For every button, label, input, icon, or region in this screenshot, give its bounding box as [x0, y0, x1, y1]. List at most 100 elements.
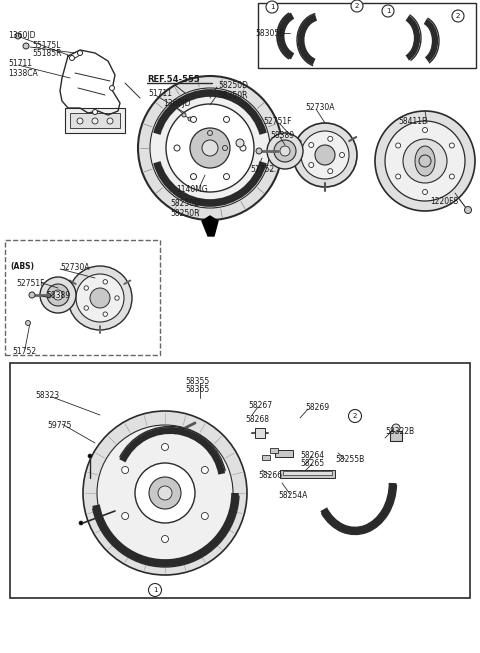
Circle shape: [103, 312, 108, 316]
Text: 58254A: 58254A: [278, 490, 307, 500]
Text: 58322B: 58322B: [385, 426, 414, 436]
Circle shape: [166, 104, 254, 192]
Text: 1360JD: 1360JD: [163, 99, 191, 108]
Text: 1: 1: [386, 8, 390, 14]
Circle shape: [135, 463, 195, 523]
Bar: [258, 3, 476, 68]
Text: 52730A: 52730A: [305, 103, 335, 112]
Text: 58250R: 58250R: [218, 91, 248, 99]
Text: 1: 1: [270, 4, 274, 10]
Text: 58411B: 58411B: [398, 116, 427, 125]
Text: 1220FS: 1220FS: [430, 197, 458, 206]
Circle shape: [190, 128, 230, 168]
Text: 58355: 58355: [185, 377, 209, 385]
Circle shape: [419, 155, 431, 167]
Circle shape: [148, 584, 161, 596]
Circle shape: [79, 521, 83, 525]
Text: 2: 2: [456, 13, 460, 19]
Circle shape: [293, 123, 357, 187]
Circle shape: [70, 56, 74, 61]
Circle shape: [138, 76, 282, 220]
Circle shape: [93, 110, 97, 114]
Bar: [275, 450, 293, 457]
Text: 58269: 58269: [305, 402, 329, 411]
Circle shape: [224, 174, 229, 180]
Circle shape: [201, 513, 208, 520]
Circle shape: [25, 321, 31, 325]
Circle shape: [191, 174, 196, 180]
Circle shape: [328, 168, 333, 174]
Text: 58264: 58264: [300, 451, 324, 460]
Circle shape: [396, 174, 401, 179]
Circle shape: [309, 142, 314, 148]
Circle shape: [158, 486, 172, 500]
Circle shape: [188, 117, 192, 121]
Circle shape: [449, 143, 455, 148]
Circle shape: [392, 424, 400, 432]
Circle shape: [351, 0, 363, 12]
Circle shape: [23, 43, 29, 49]
Circle shape: [182, 113, 186, 117]
Text: 58266: 58266: [258, 471, 282, 481]
Bar: [65, 108, 125, 133]
Circle shape: [348, 409, 361, 422]
Circle shape: [121, 466, 129, 473]
Text: 58268: 58268: [245, 415, 269, 424]
Ellipse shape: [415, 146, 435, 176]
Circle shape: [103, 279, 108, 284]
Circle shape: [309, 163, 314, 167]
Text: 51711: 51711: [8, 59, 32, 69]
Circle shape: [274, 140, 296, 162]
Circle shape: [267, 133, 303, 169]
Text: 59775: 59775: [47, 421, 72, 430]
Text: 58250D: 58250D: [170, 200, 200, 208]
Circle shape: [161, 535, 168, 543]
Text: 1140MG: 1140MG: [176, 185, 208, 195]
Circle shape: [452, 10, 464, 22]
Circle shape: [339, 153, 345, 157]
Circle shape: [29, 292, 35, 298]
Circle shape: [149, 477, 181, 509]
Circle shape: [403, 139, 447, 183]
Circle shape: [240, 145, 246, 151]
Circle shape: [76, 274, 124, 322]
Circle shape: [161, 443, 168, 451]
Bar: [5, 240, 160, 355]
Circle shape: [449, 174, 455, 179]
Circle shape: [53, 290, 63, 300]
Circle shape: [315, 145, 335, 165]
Circle shape: [83, 411, 247, 575]
Circle shape: [84, 286, 88, 290]
Circle shape: [150, 88, 270, 208]
Circle shape: [422, 127, 428, 133]
Circle shape: [201, 466, 208, 473]
Text: 2: 2: [353, 413, 357, 419]
Circle shape: [88, 454, 92, 458]
Circle shape: [109, 86, 115, 91]
Text: 58323: 58323: [35, 390, 59, 400]
Circle shape: [40, 277, 76, 313]
Circle shape: [107, 118, 113, 124]
Circle shape: [97, 425, 233, 561]
Text: REF.54-555: REF.54-555: [147, 76, 200, 84]
Circle shape: [375, 111, 475, 211]
Text: 58250R: 58250R: [170, 208, 200, 217]
Text: 1360JD: 1360JD: [8, 31, 36, 39]
Text: 58250D: 58250D: [218, 82, 248, 91]
Circle shape: [266, 1, 278, 13]
Circle shape: [385, 121, 465, 201]
Bar: [10, 363, 470, 598]
Text: 51711: 51711: [148, 89, 172, 99]
Circle shape: [92, 118, 98, 124]
Circle shape: [121, 513, 129, 520]
Bar: [283, 471, 332, 475]
Circle shape: [328, 136, 333, 141]
Bar: [270, 448, 278, 453]
Circle shape: [115, 296, 119, 300]
Text: 58389: 58389: [46, 291, 70, 300]
Text: 2: 2: [355, 3, 359, 9]
Circle shape: [202, 140, 218, 156]
Bar: [390, 431, 402, 441]
Text: 52751F: 52751F: [16, 278, 45, 287]
Text: 1338CA: 1338CA: [8, 69, 38, 78]
